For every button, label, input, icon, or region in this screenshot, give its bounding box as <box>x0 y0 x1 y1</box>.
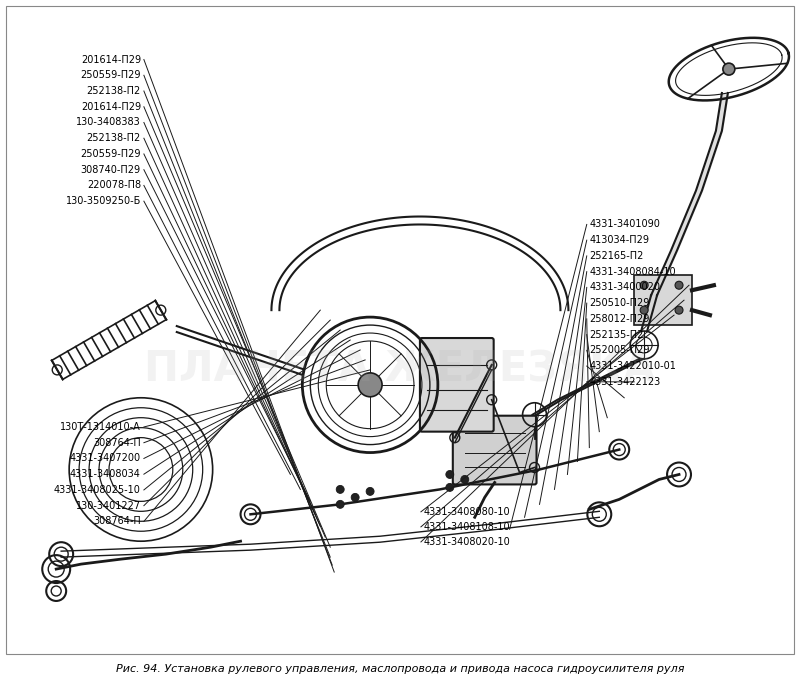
Circle shape <box>446 484 454 491</box>
Text: 130-3401227: 130-3401227 <box>76 501 141 510</box>
Circle shape <box>358 373 382 397</box>
Text: 252138-П2: 252138-П2 <box>86 133 141 143</box>
Text: 252135-П2: 252135-П2 <box>590 330 644 339</box>
Text: 250559-П29: 250559-П29 <box>81 70 141 80</box>
Text: 4331-3401090: 4331-3401090 <box>590 219 661 229</box>
Bar <box>634 275 692 325</box>
Text: 252138-П2: 252138-П2 <box>86 86 141 96</box>
Text: 308764-П: 308764-П <box>93 438 141 448</box>
Text: 252005-П29: 252005-П29 <box>590 346 650 355</box>
FancyBboxPatch shape <box>453 416 537 484</box>
Text: 201614-П29: 201614-П29 <box>81 102 141 112</box>
Text: 4331-3422123: 4331-3422123 <box>590 376 661 387</box>
Circle shape <box>675 306 683 314</box>
Text: 201614-П29: 201614-П29 <box>81 54 141 65</box>
Text: ПЛАНЕТА ЖЕЛЕЗЯКА: ПЛАНЕТА ЖЕЛЕЗЯКА <box>144 349 656 391</box>
Text: 4331-3400020: 4331-3400020 <box>590 282 661 293</box>
Text: 308764-П: 308764-П <box>93 517 141 526</box>
Text: 130Т-1314010-А: 130Т-1314010-А <box>60 422 141 432</box>
Text: 4331-3408020-10: 4331-3408020-10 <box>424 537 510 547</box>
Text: 130-3509250-Б: 130-3509250-Б <box>66 196 141 206</box>
Circle shape <box>351 493 359 502</box>
Circle shape <box>640 306 648 314</box>
Text: 4331-3408084-10: 4331-3408084-10 <box>590 267 676 277</box>
Text: 4331-3408108-10: 4331-3408108-10 <box>424 522 510 532</box>
Text: 4331-3408080-10: 4331-3408080-10 <box>424 507 510 517</box>
Text: Рис. 94. Установка рулевого управления, маслопровода и привода насоса гидроусили: Рис. 94. Установка рулевого управления, … <box>116 664 684 674</box>
Text: 250510-П29: 250510-П29 <box>590 298 650 308</box>
Circle shape <box>336 486 344 493</box>
Circle shape <box>446 471 454 478</box>
Text: 252165-П2: 252165-П2 <box>590 251 644 261</box>
FancyBboxPatch shape <box>420 338 494 431</box>
Text: 308740-П29: 308740-П29 <box>81 165 141 174</box>
Circle shape <box>366 487 374 495</box>
Text: 4331-3407200: 4331-3407200 <box>70 453 141 464</box>
Text: 220078-П8: 220078-П8 <box>86 181 141 190</box>
Text: 4331-3408025-10: 4331-3408025-10 <box>54 485 141 495</box>
Circle shape <box>723 63 735 75</box>
Circle shape <box>675 281 683 289</box>
Text: 413034-П29: 413034-П29 <box>590 235 650 245</box>
Circle shape <box>336 500 344 508</box>
Circle shape <box>640 281 648 289</box>
Text: 258012-П29: 258012-П29 <box>590 314 650 324</box>
Text: 4331-3408034: 4331-3408034 <box>70 469 141 480</box>
Text: 130-3408383: 130-3408383 <box>76 117 141 128</box>
Circle shape <box>461 475 469 484</box>
Text: 4331-3422010-01: 4331-3422010-01 <box>590 361 677 371</box>
Text: 250559-П29: 250559-П29 <box>81 149 141 159</box>
